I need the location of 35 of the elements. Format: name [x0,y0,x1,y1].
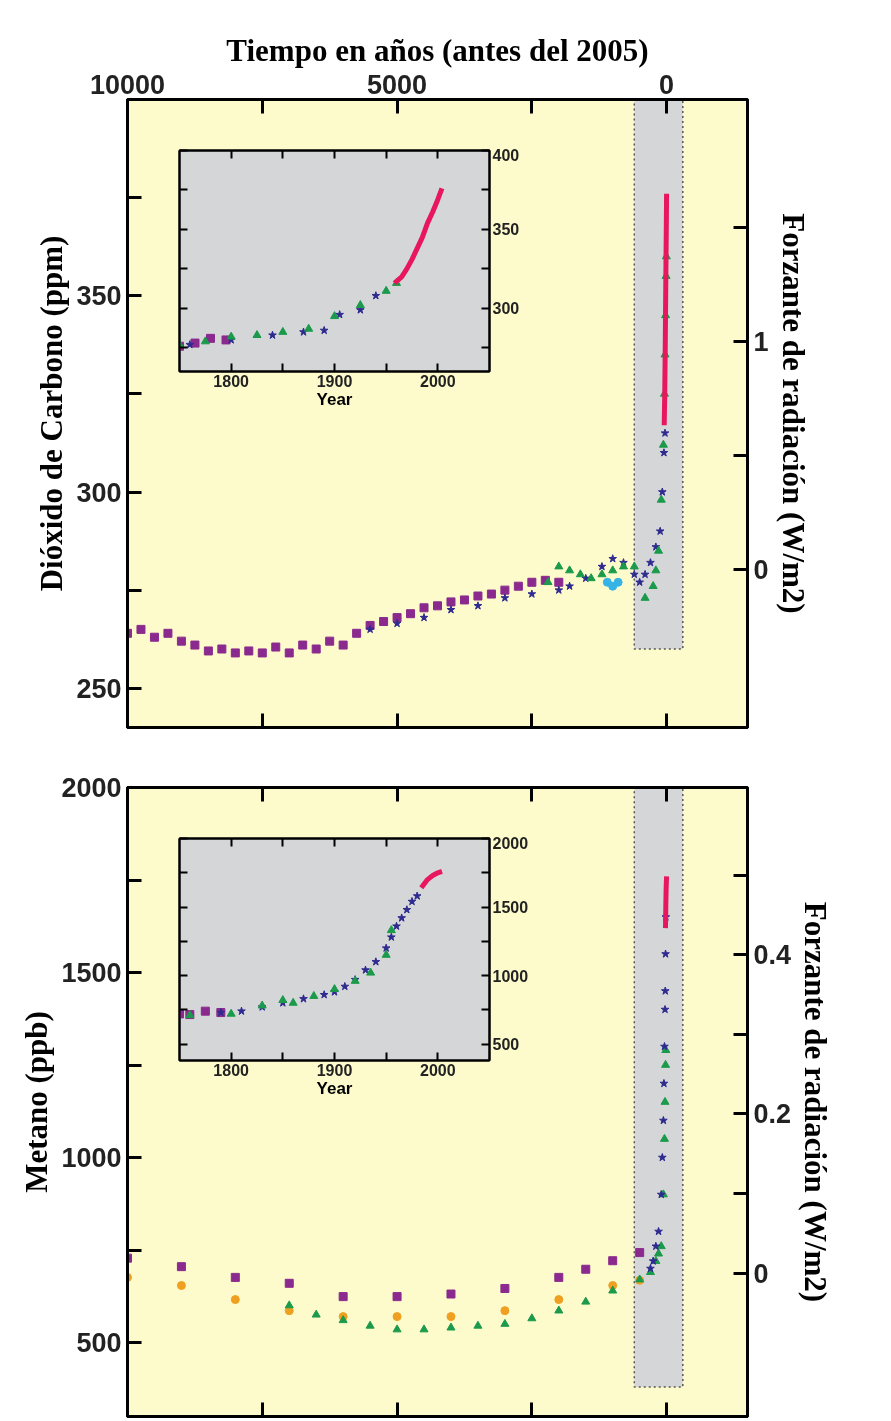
y-tick-label: 400 [492,146,520,164]
x-axis-title: Tiempo en años (antes del 2005) [226,32,649,68]
y-tick-label: 1000 [61,1143,122,1173]
y-tick-label: 300 [492,300,520,318]
y-tick-label: 350 [76,281,122,312]
x-axis-title: Year [316,389,353,409]
y2-tick-label: 1 [753,327,769,358]
y2-tick-label: 0.2 [753,1099,792,1130]
x-tick-label: 1900 [316,1061,353,1079]
x-tick-label: 1800 [213,372,250,390]
y2-axis-title: Forzante de radiación (W/m2) [798,901,834,1303]
y2-tick-label: 0 [753,555,769,586]
y-tick-label: 500 [76,1328,122,1358]
y-tick-label: 1000 [492,967,529,985]
x-tick-label: 2000 [420,372,456,390]
x-axis-title: Year [316,1078,353,1098]
y-tick-label: 250 [76,673,122,704]
y-tick-label: 2000 [61,773,122,803]
x-tick-label: 0 [659,69,675,100]
x-tick-label: 1900 [316,372,353,390]
x-tick-label: 2000 [420,1061,456,1079]
x-tick-label: 5000 [367,69,428,100]
y-tick-label: 2000 [492,834,529,852]
y-tick-label: 300 [76,477,122,508]
y-tick-label: 500 [492,1036,520,1054]
x-tick-label: 1800 [213,1061,250,1079]
x-tick-label: 10000 [89,69,166,100]
y-axis-title: Dióxido de Carbono (ppm) [34,235,70,592]
y-tick-label: 1500 [492,899,529,917]
y-tick-label: 350 [492,221,520,239]
y2-axis-title: Forzante de radiación (W/m2) [775,213,811,614]
y2-tick-label: 0.4 [753,940,792,971]
y-axis-title: Metano (ppb) [19,1011,55,1193]
y-tick-label: 1500 [61,958,122,988]
y2-tick-label: 0 [753,1258,769,1289]
